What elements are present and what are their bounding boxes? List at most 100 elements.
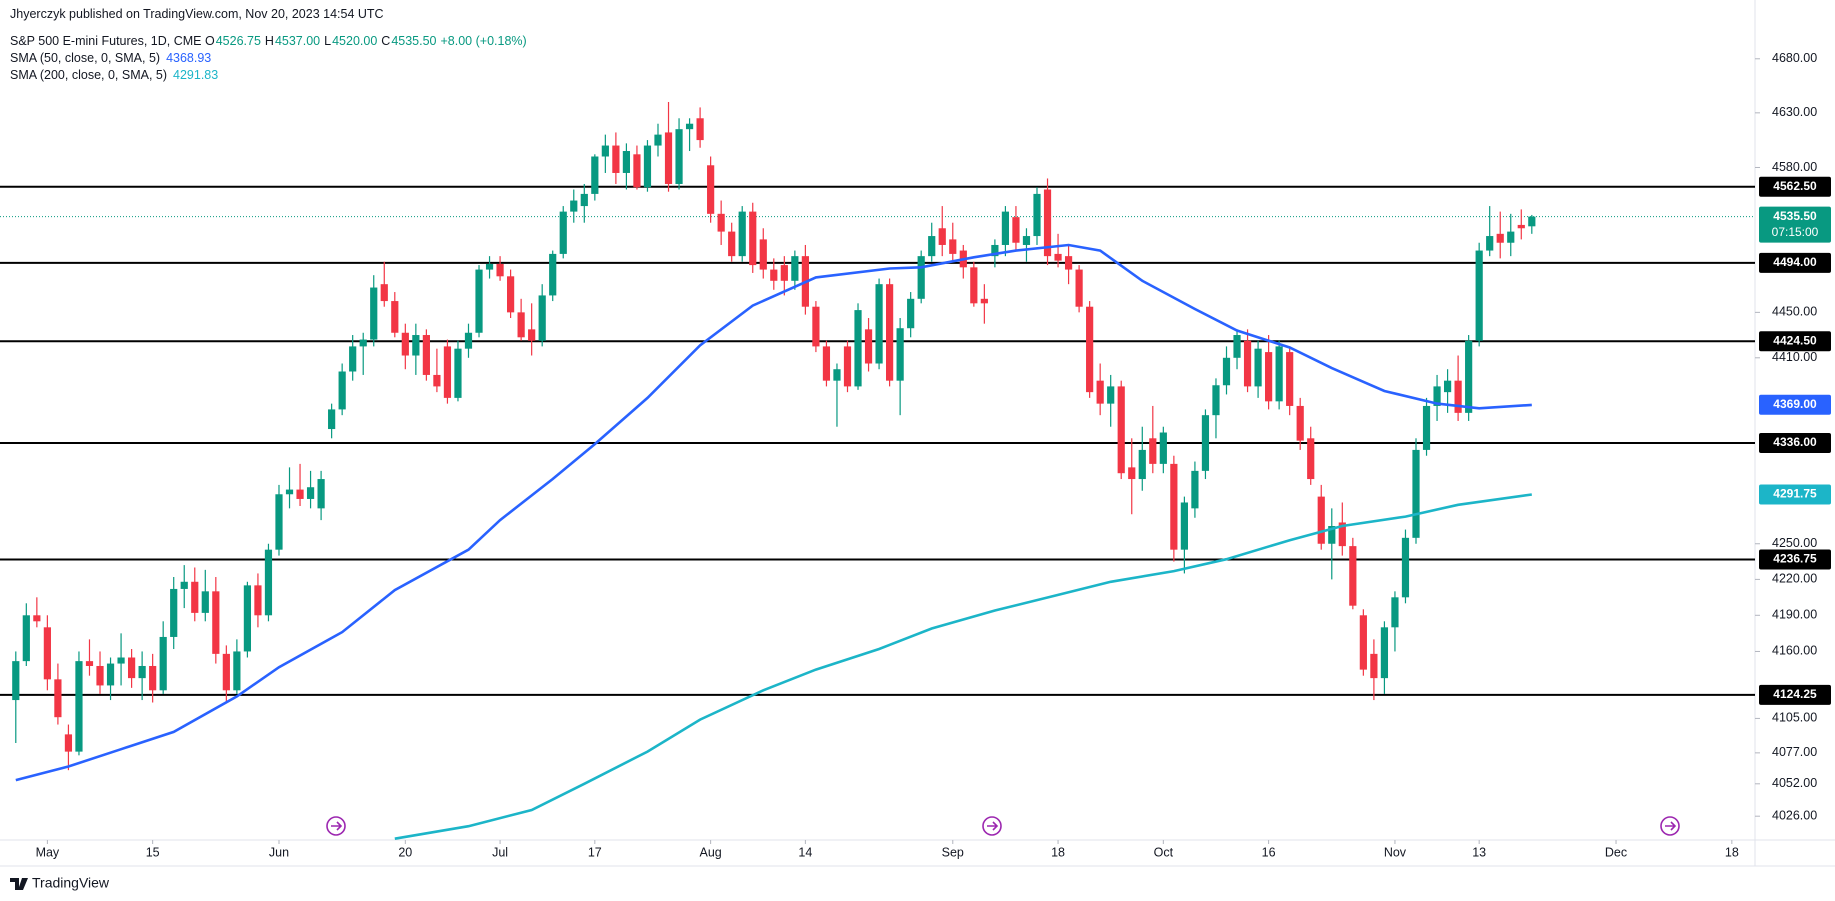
indicator-value: 4368.93: [166, 51, 212, 65]
candle-body: [854, 310, 862, 387]
candle-body: [106, 663, 115, 686]
candle-body: [517, 312, 525, 338]
sma-line: [15, 243, 1532, 782]
candle-body: [759, 239, 767, 270]
candle-body: [1254, 348, 1262, 387]
candle-body: [507, 276, 515, 313]
candle-body: [380, 284, 388, 302]
level-tag-label: 4494.00: [1773, 255, 1817, 269]
candle-body: [1391, 597, 1399, 628]
y-tick-label: 4450.00: [1772, 305, 1817, 319]
candle-body: [454, 348, 462, 398]
publisher: Jhyerczyk published on TradingView.com, …: [10, 7, 384, 21]
candle-body: [1212, 385, 1220, 416]
candle-body: [580, 193, 588, 207]
event-marker[interactable]: [982, 816, 1002, 836]
level-tag-box: [1759, 432, 1831, 453]
level-tag-box: [1759, 549, 1831, 570]
candle-body: [1296, 405, 1304, 441]
candle-body: [254, 585, 262, 616]
x-tick-label: 20: [398, 845, 412, 859]
candle-body: [243, 585, 252, 652]
candle-body: [296, 489, 304, 499]
candle-body: [370, 287, 378, 340]
logo-text: TradingView: [32, 875, 110, 891]
candle-body: [1507, 231, 1515, 243]
candle-body: [622, 151, 631, 173]
candle-body: [1054, 253, 1062, 261]
candle-body: [75, 661, 83, 752]
ohlc-value: 4520.00: [332, 34, 378, 48]
candle-body: [822, 346, 831, 381]
indicator-name: SMA (50, close, 0, SMA, 5): [10, 51, 161, 65]
candle-body: [485, 263, 494, 270]
candle-body: [538, 295, 546, 341]
y-tick-label: 4250.00: [1772, 536, 1817, 550]
x-tick-label: Oct: [1154, 845, 1174, 859]
candle-body: [1349, 546, 1357, 606]
level-tag-label: 4562.50: [1773, 179, 1817, 193]
x-tick-label: Jul: [492, 845, 508, 859]
candle-body: [633, 154, 641, 188]
candle-body: [443, 346, 452, 398]
candle-body: [749, 211, 757, 266]
candle-body: [138, 665, 146, 679]
level-tag-label: 4424.50: [1773, 333, 1817, 347]
candle-body: [728, 231, 736, 257]
candle-body: [96, 665, 104, 686]
candle-body: [159, 636, 167, 691]
candle-body: [201, 591, 209, 613]
logo[interactable]: TradingView: [10, 875, 110, 891]
y-tick-label: 4190.00: [1772, 608, 1817, 622]
indicator-name: SMA (200, close, 0, SMA, 5): [10, 68, 168, 82]
sma-tag-box: [1759, 394, 1831, 415]
candle-body: [1380, 627, 1389, 679]
candle-body: [1286, 352, 1294, 406]
candle-body: [338, 371, 346, 410]
candle-body: [949, 239, 957, 254]
candle-body: [1043, 189, 1052, 257]
ohlc-key: L: [324, 34, 332, 48]
candle-body: [64, 734, 73, 752]
change: +8.00 (+0.18%): [440, 34, 527, 48]
ohlc-value: 4535.50: [391, 34, 437, 48]
candle-body: [896, 328, 904, 381]
candle-body: [1359, 615, 1367, 670]
candle-body: [180, 581, 188, 589]
candle-body: [1422, 405, 1431, 450]
x-tick-label: 18: [1725, 845, 1739, 859]
y-tick-label: 4052.00: [1772, 776, 1817, 790]
candle-body: [275, 494, 283, 550]
level-tag-box: [1759, 176, 1831, 197]
event-marker[interactable]: [1660, 816, 1680, 836]
candle-body: [33, 615, 41, 622]
event-marker[interactable]: [326, 816, 346, 836]
candle-body: [222, 653, 230, 691]
candle-body: [601, 145, 609, 157]
level-tag-label: 4236.75: [1773, 552, 1817, 566]
candle-body: [1265, 352, 1273, 402]
candle-body: [1401, 537, 1410, 598]
candle-body: [864, 329, 873, 364]
y-tick-label: 4220.00: [1772, 572, 1817, 586]
y-tick-label: 4160.00: [1772, 644, 1817, 658]
candle-body: [1275, 346, 1283, 402]
candle-body: [875, 284, 883, 364]
candle-body: [464, 332, 473, 349]
indicator-value: 4291.83: [173, 68, 219, 82]
x-tick-label: Nov: [1384, 845, 1407, 859]
ohlc-key: C: [381, 34, 391, 48]
y-tick-label: 4410.00: [1772, 350, 1817, 364]
candle-body: [191, 581, 199, 613]
candle-body: [1138, 449, 1146, 480]
level-tag-box: [1759, 252, 1831, 273]
ohlc-value: 4526.75: [215, 34, 261, 48]
level-tag-box: [1759, 331, 1831, 352]
candle-body: [85, 661, 94, 666]
candle-body: [328, 409, 336, 430]
x-tick-label: 15: [146, 845, 160, 859]
candle-body: [643, 145, 652, 188]
candle-body: [1454, 380, 1462, 413]
candle-body: [528, 329, 536, 341]
